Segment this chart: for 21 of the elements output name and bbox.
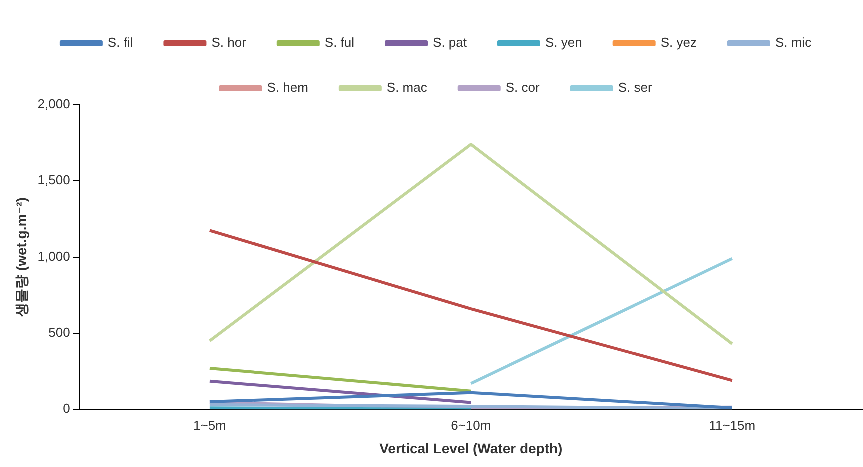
y-tick-label: 1,500 (38, 172, 70, 188)
y-axis-title: 생물량 (wet.g.m⁻²) (13, 198, 30, 318)
legend-label: S. mac (386, 80, 428, 96)
y-tick-label: 2,000 (38, 96, 70, 112)
legend-label: S. ful (324, 35, 355, 50)
legend-label: S. ser (618, 80, 653, 96)
x-axis-title: Vertical Level (Water depth) (380, 440, 563, 456)
x-tick-label: 6~10m (451, 418, 492, 433)
y-tick-label: 1,000 (38, 248, 70, 264)
y-tick-label: 500 (48, 325, 70, 340)
x-tick-label: 11~15m (709, 418, 756, 433)
legend-label: S. mic (775, 35, 812, 50)
y-tick-label: 0 (63, 401, 70, 416)
legend-label: S. pat (433, 35, 468, 50)
legend-label: S. fil (108, 35, 134, 50)
legend-label: S. yez (660, 35, 697, 50)
legend-label: S. yen (545, 35, 582, 50)
x-tick-label: 1~5m (194, 418, 226, 433)
legend-label: S. hem (267, 80, 308, 96)
legend-label: S. hor (212, 35, 248, 50)
legend-label: S. cor (506, 80, 540, 96)
